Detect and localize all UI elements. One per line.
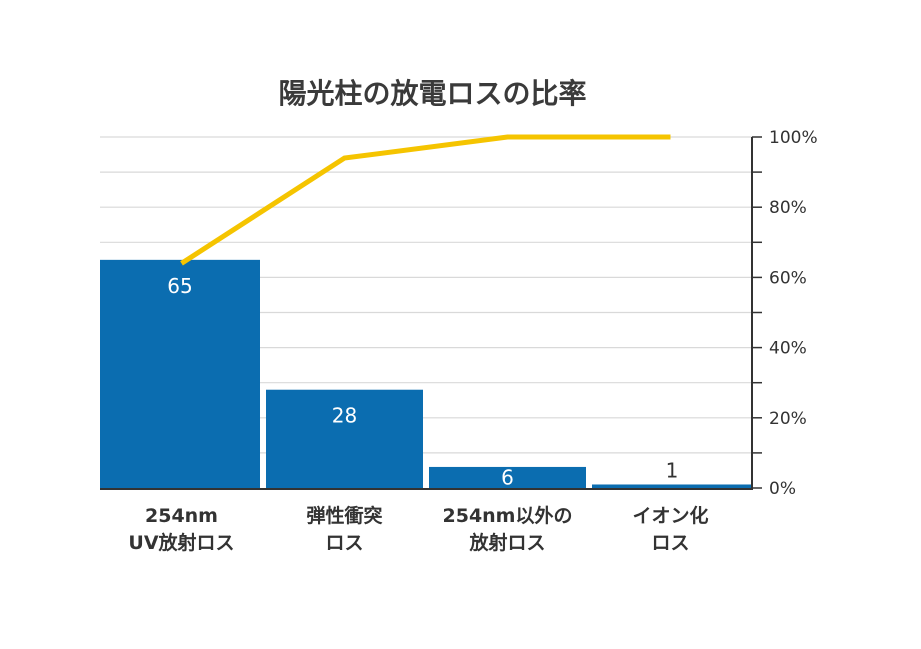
bar — [100, 259, 260, 488]
bar — [429, 466, 586, 488]
tick-label: 20% — [769, 409, 807, 429]
bar-value-label: 1 — [666, 458, 679, 482]
category-label: 254nm — [145, 505, 218, 527]
tick-label: 100% — [769, 128, 818, 148]
tick-label: 40% — [769, 339, 807, 359]
category-label: 放射ロス — [468, 531, 545, 554]
category-label: イオン化 — [632, 504, 708, 527]
category-label: 弾性衝突 — [306, 504, 382, 527]
axes — [100, 136, 762, 490]
bar-value-label: 65 — [167, 274, 192, 298]
cumulative-line-series — [180, 134, 671, 266]
bar-value-label: 6 — [501, 465, 514, 489]
cumulative-line — [180, 134, 671, 266]
bars — [100, 259, 752, 488]
tick-label: 80% — [769, 198, 807, 218]
chart-title: 陽光柱の放電ロスの比率 — [278, 77, 587, 110]
bar — [266, 389, 423, 488]
tick-label: 60% — [769, 268, 807, 288]
category-label: ロス — [651, 532, 689, 554]
category-label: ロス — [325, 532, 363, 554]
bar-value-label: 28 — [332, 404, 357, 428]
category-label: UV放射ロス — [128, 531, 234, 554]
category-label: 254nm以外の — [443, 504, 573, 527]
labels: 65 28 6 1 0% 20% 40% 60% 80% 100% 254nm UV放射ロス 弾性衝突ロ… — [128, 128, 817, 554]
bar — [592, 484, 752, 488]
tick-label: 0% — [769, 479, 796, 499]
